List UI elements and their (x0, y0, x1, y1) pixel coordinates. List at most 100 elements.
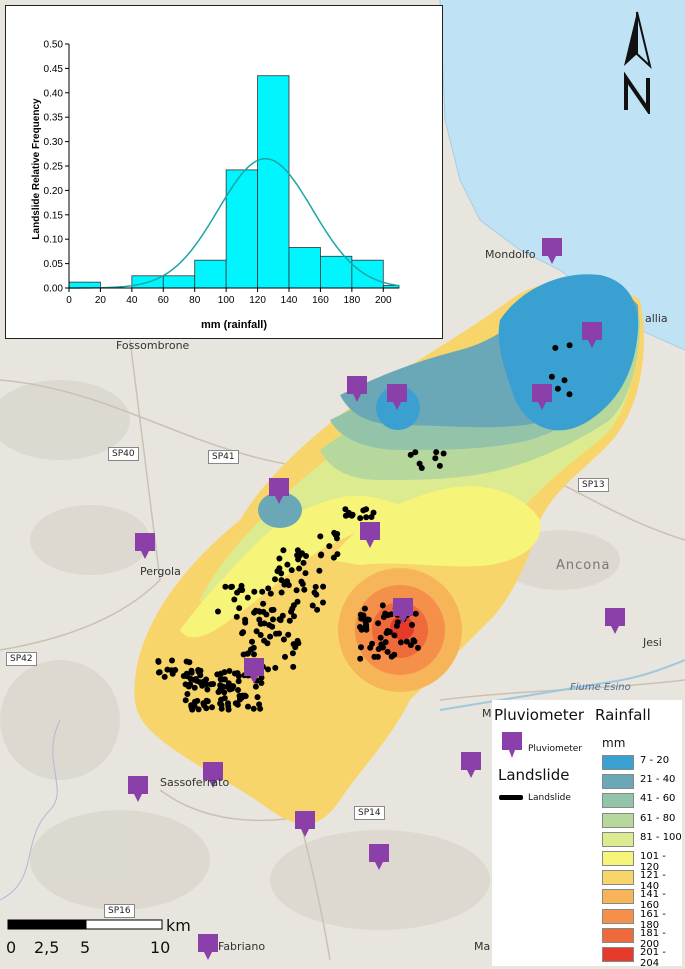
y-tick-label: 0.20 (44, 186, 64, 197)
y-tick-label: 0.30 (44, 137, 64, 148)
legend-class-row: 7 - 20 (602, 755, 682, 771)
y-tick-label: 0.40 (44, 88, 64, 99)
north-arrow-icon (624, 11, 652, 114)
legend-landslide-item: Landslide (528, 793, 571, 803)
road-sp14: SP14 (354, 806, 385, 820)
legend-class-label: 181 - 200 (640, 927, 666, 950)
adriatic-sea (440, 0, 685, 350)
histogram-panel: 0 20 40 60 80 100 120 140 160 180 200 0.00 0.05 0.10… (5, 5, 443, 339)
pluviometer-pin-icon[interactable] (347, 376, 367, 402)
pluviometer-markers (128, 238, 625, 960)
x-tick-label: 160 (312, 295, 329, 306)
place-ancona: Ancona (556, 558, 611, 573)
normal-fit-curve (69, 157, 400, 289)
x-tick-label: 180 (344, 295, 361, 306)
pluviometer-pin-icon[interactable] (605, 608, 625, 634)
legend-swatch (602, 927, 634, 943)
pluviometer-pin-icon[interactable] (461, 752, 481, 778)
x-tick-label: 200 (375, 295, 392, 306)
pluviometer-pin-icon[interactable] (360, 522, 380, 548)
pluviometer-pin-icon[interactable] (582, 322, 602, 348)
x-axis-label: mm (rainfall) (201, 319, 267, 331)
rainfall-surface (134, 274, 644, 824)
histogram-bar (320, 255, 353, 289)
legend-class-row: 141 - 160 (602, 889, 682, 911)
legend-class-row: 121 - 140 (602, 870, 682, 892)
scale-label-0: 0 (6, 938, 17, 957)
legend-swatch (602, 793, 634, 809)
river-label: Fiume Esino (570, 682, 631, 693)
x-tick-label: 140 (281, 295, 298, 306)
place-mondolfo: Mondolfo (485, 248, 536, 261)
pluviometer-pin-icon[interactable] (269, 478, 289, 504)
legend-class-label: 141 - 160 (640, 889, 666, 912)
legend-swatch (602, 755, 634, 770)
y-axis-label: Landslide Relative Frequency (31, 98, 42, 240)
legend-class-label: 61 - 80 (640, 812, 676, 824)
legend-class-row: 61 - 80 (602, 812, 682, 829)
scale-bar-graphic (7, 919, 163, 930)
histogram-chart: 0 20 40 60 80 100 120 140 160 180 200 0.00 0.05 0.10… (31, 40, 400, 331)
x-tick-label: 40 (126, 295, 138, 306)
x-tick-label: 80 (189, 295, 201, 306)
legend-swatch (602, 908, 634, 924)
road-sp13: SP13 (578, 478, 609, 492)
x-tick-label: 60 (158, 295, 170, 306)
legend-landslide-title: Landslide (498, 766, 570, 784)
legend-class-label: 7 - 20 (640, 755, 670, 766)
place-fossombrone: Fossombrone (116, 339, 190, 352)
legend-swatch (602, 812, 634, 828)
legend-class-label: 161 - 180 (640, 908, 666, 931)
pluviometer-pin-icon[interactable] (387, 384, 407, 410)
histogram-bar (194, 259, 227, 289)
pluviometer-pin-icon[interactable] (198, 934, 218, 960)
y-tick-label: 0.10 (44, 235, 64, 246)
legend-swatch (602, 889, 634, 905)
scale-label-2-5: 2,5 (34, 938, 60, 957)
legend-class-label: 21 - 40 (640, 774, 676, 786)
road-sp41: SP41 (208, 450, 239, 464)
legend-class-label: 41 - 60 (640, 793, 676, 805)
pluviometer-pin-icon[interactable] (135, 533, 155, 559)
x-tick-label: 120 (249, 295, 266, 306)
y-tick-label: 0.25 (44, 162, 64, 173)
place-ma-1: M (482, 707, 492, 720)
legend-unit: mm (602, 736, 626, 750)
pluviometer-pin-icon[interactable] (393, 598, 413, 624)
legend-class-row: 161 - 180 (602, 908, 682, 931)
pluviometer-pin-icon[interactable] (203, 762, 223, 788)
legend-swatch (602, 774, 634, 790)
road-sp16: SP16 (104, 904, 135, 918)
pluviometer-pin-icon[interactable] (128, 776, 148, 802)
scale-label-10: 10 (150, 938, 171, 957)
legend-class-row: 181 - 200 (602, 927, 682, 950)
place-senigallia: allia (645, 312, 668, 325)
x-tick-label: 100 (218, 295, 235, 306)
pluviometer-pin-icon[interactable] (244, 658, 264, 684)
histogram-bar (162, 275, 196, 289)
legend-class-row: 101 - 120 (602, 851, 682, 873)
histogram-bar (257, 75, 290, 289)
map-legend: Pluviometer Rainfall mm Pluviometer Land… (492, 700, 682, 969)
legend-class-row: 81 - 100 (602, 831, 682, 848)
place-ma-2: Ma (474, 940, 491, 953)
legend-swatch (602, 870, 634, 886)
road-sp40: SP40 (108, 447, 139, 461)
pluviometer-pin-icon[interactable] (542, 238, 562, 264)
place-fabriano: Fabriano (218, 940, 266, 953)
legend-class-row: 21 - 40 (602, 774, 682, 790)
x-tick-label: 20 (95, 295, 107, 306)
pluviometer-pin-icon[interactable] (295, 811, 315, 837)
histogram-bar (351, 259, 384, 289)
pluviometer-pin-icon[interactable] (532, 384, 552, 410)
place-jesi: Jesi (643, 636, 662, 649)
legend-class-row: 41 - 60 (602, 793, 682, 809)
place-sassoferrato: Sassoferrato (160, 776, 230, 789)
histogram-bar (225, 169, 258, 289)
pluviometer-pin-icon[interactable] (369, 844, 389, 870)
road-sp42: SP42 (6, 652, 37, 666)
scale-label-5: 5 (80, 938, 91, 957)
scale-unit: km (166, 916, 191, 935)
legend-class-row: 201 - 204 (602, 947, 682, 969)
legend-class-label: 201 - 204 (640, 947, 666, 969)
